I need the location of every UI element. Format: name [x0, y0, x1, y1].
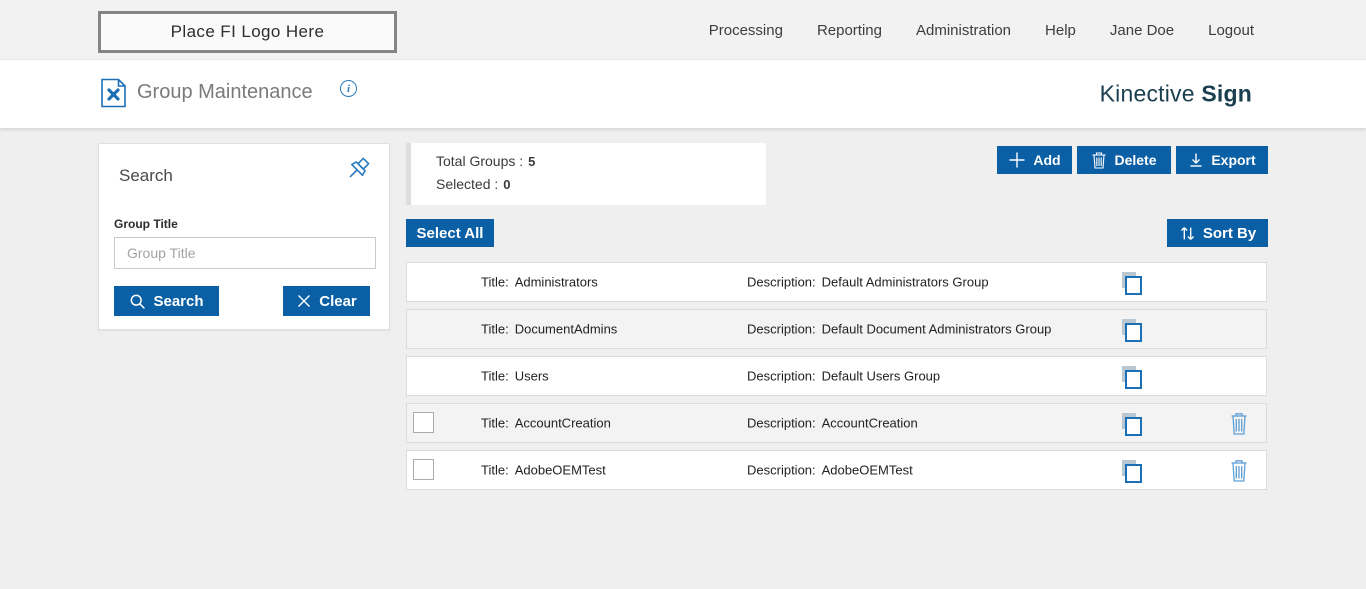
row-description: Description: Default Document Administrat…	[747, 322, 1051, 337]
row-description: Description: Default Users Group	[747, 369, 940, 384]
title-value: Administrators	[514, 274, 598, 290]
group-row-documentadmins: Title: DocumentAdmins Description: Default…	[406, 309, 1267, 349]
select-all-label: Select All	[416, 224, 484, 242]
brand-regular: Kinective	[1099, 80, 1195, 107]
title-value: DocumentAdmins	[514, 321, 618, 337]
row-title: Title: Administrators	[481, 275, 598, 290]
group-row-users: Title: Users Description: Default Users Gr…	[406, 356, 1267, 396]
group-title-input[interactable]	[114, 237, 376, 269]
selected-value: 0	[503, 177, 511, 192]
search-panel: Search Group Title Search Clear	[98, 143, 390, 330]
trash-icon	[1092, 152, 1106, 169]
total-groups-line: Total Groups : 5	[436, 153, 535, 169]
row-description: Description: Default Administrators Group	[747, 275, 989, 290]
description-value: Default Administrators Group	[821, 274, 989, 290]
plus-icon	[1009, 152, 1025, 168]
title-value: AccountCreation	[514, 415, 611, 431]
title-label: Title:	[481, 415, 509, 431]
close-x-icon	[298, 295, 311, 307]
trash-icon[interactable]	[1229, 458, 1249, 483]
select-all-button[interactable]: Select All	[406, 219, 494, 247]
copy-icon[interactable]	[1119, 458, 1144, 484]
page-title: Group Maintenance	[137, 81, 313, 103]
nav-processing[interactable]: Processing	[708, 21, 783, 39]
title-label: Title:	[481, 368, 509, 384]
delete-button-label: Delete	[1114, 152, 1157, 168]
clear-button[interactable]: Clear	[283, 286, 370, 316]
search-button[interactable]: Search	[114, 286, 219, 316]
clear-button-label: Clear	[319, 292, 357, 310]
group-title-label: Group Title	[114, 217, 178, 231]
row-title: Title: DocumentAdmins	[481, 322, 617, 337]
copy-icon[interactable]	[1119, 411, 1144, 437]
info-icon[interactable]: i	[340, 80, 357, 97]
description-label: Description:	[747, 321, 816, 337]
sort-arrows-icon	[1180, 226, 1194, 240]
nav-reporting[interactable]: Reporting	[816, 21, 882, 39]
export-button-label: Export	[1211, 152, 1256, 168]
description-label: Description:	[747, 368, 816, 384]
copy-icon[interactable]	[1119, 317, 1144, 343]
pin-icon[interactable]	[343, 154, 373, 184]
selected-label: Selected :	[436, 176, 499, 192]
sort-by-label: Sort By	[1202, 224, 1257, 242]
top-bar: Place FI Logo Here Processing Reporting …	[0, 0, 1366, 60]
nav-administration[interactable]: Administration	[915, 21, 1012, 39]
add-button-label: Add	[1033, 152, 1061, 168]
download-icon	[1190, 153, 1202, 167]
row-title: Title: Users	[481, 369, 549, 384]
nav-logout[interactable]: Logout	[1208, 21, 1254, 39]
delete-button[interactable]: Delete	[1077, 146, 1171, 174]
export-button[interactable]: Export	[1176, 146, 1268, 174]
copy-icon[interactable]	[1119, 364, 1144, 390]
description-value: Default Document Administrators Group	[821, 321, 1052, 337]
row-description: Description: AccountCreation	[747, 416, 918, 431]
title-value: AdobeOEMTest	[514, 462, 606, 478]
description-value: AccountCreation	[821, 415, 918, 431]
brand-logo: Kinective Sign	[1100, 81, 1252, 108]
group-row-adobeoemtest: Title: AdobeOEMTest Description: AdobeOEMT…	[406, 450, 1267, 490]
nav-user-jane-doe[interactable]: Jane Doe	[1109, 21, 1175, 39]
fi-logo-placeholder: Place FI Logo Here	[98, 11, 397, 53]
top-nav: Processing Reporting Administration Help…	[709, 0, 1254, 60]
row-checkbox[interactable]	[413, 412, 434, 433]
row-checkbox[interactable]	[413, 459, 434, 480]
page-header: Group Maintenance i Kinective Sign	[0, 60, 1366, 128]
search-icon	[131, 294, 146, 309]
copy-icon[interactable]	[1119, 270, 1144, 296]
group-row-administrators: Title: Administrators Description: Default…	[406, 262, 1267, 302]
nav-help[interactable]: Help	[1045, 21, 1076, 39]
sort-by-button[interactable]: Sort By	[1167, 219, 1268, 247]
description-label: Description:	[747, 462, 816, 478]
description-label: Description:	[747, 415, 816, 431]
search-button-label: Search	[153, 292, 204, 310]
row-description: Description: AdobeOEMTest	[747, 463, 913, 478]
group-maintenance-icon	[101, 78, 126, 108]
add-button[interactable]: Add	[997, 146, 1072, 174]
title-label: Title:	[481, 274, 509, 290]
search-panel-title: Search	[119, 166, 173, 185]
group-row-accountcreation: Title: AccountCreation Description: Accoun…	[406, 403, 1267, 443]
title-value: Users	[514, 368, 549, 384]
group-list: Title: Administrators Description: Default…	[406, 262, 1267, 497]
description-value: Default Users Group	[821, 368, 941, 384]
description-value: AdobeOEMTest	[821, 462, 913, 478]
total-groups-label: Total Groups :	[436, 153, 524, 169]
selected-line: Selected : 0	[436, 176, 511, 192]
trash-icon[interactable]	[1229, 411, 1249, 436]
brand-bold: Sign	[1201, 80, 1252, 107]
title-label: Title:	[481, 321, 509, 337]
description-label: Description:	[747, 274, 816, 290]
summary-panel: Total Groups : 5 Selected : 0	[406, 143, 766, 205]
title-label: Title:	[481, 462, 509, 478]
row-title: Title: AdobeOEMTest	[481, 463, 606, 478]
total-groups-value: 5	[528, 154, 536, 169]
row-title: Title: AccountCreation	[481, 416, 611, 431]
